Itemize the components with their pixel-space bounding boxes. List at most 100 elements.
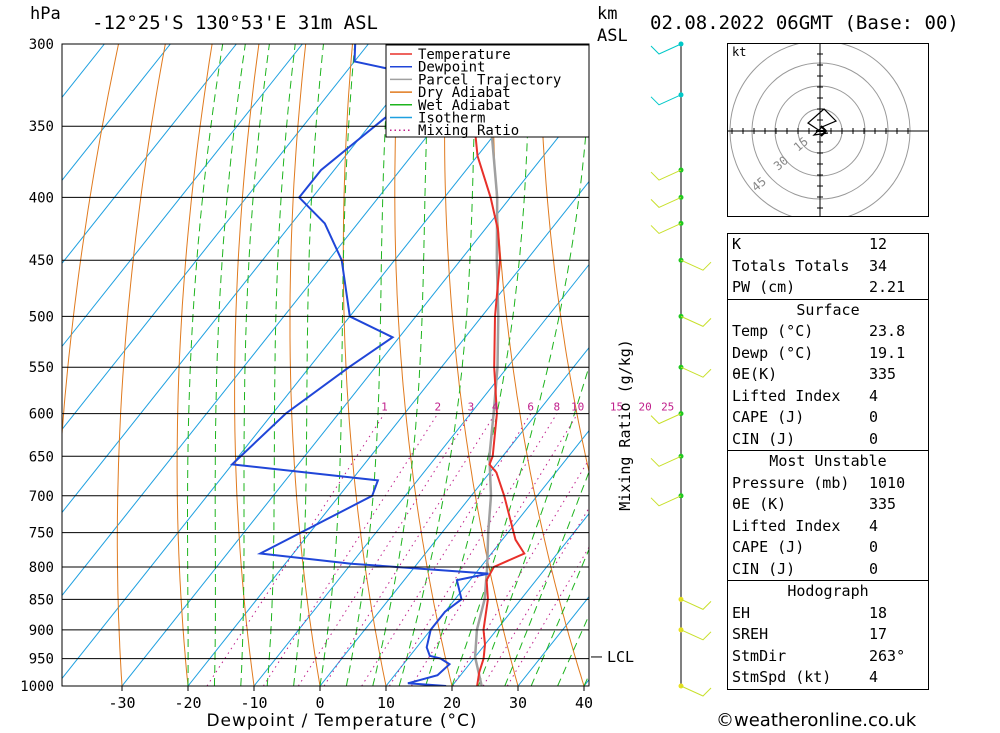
wind-barb — [650, 94, 682, 106]
table-row-label: K — [732, 235, 742, 253]
isotherm-line — [121, 97, 589, 686]
table-row: Dewp (°C) 19.1 — [728, 343, 928, 365]
dry-adiabat — [444, 44, 519, 686]
wet-adiabat — [530, 548, 589, 686]
table-row-value: 335 — [869, 365, 897, 383]
pressure-tick-label: 500 — [29, 309, 54, 325]
pressure-tick-label: 300 — [29, 37, 54, 53]
table-row: K 12 — [728, 234, 928, 256]
table-row-value: 263° — [869, 646, 906, 665]
table-row-label: Pressure (mb) — [732, 473, 850, 492]
dry-adiabat — [961, 44, 1000, 686]
km-unit: km — [597, 4, 618, 24]
wet-adiabat — [477, 364, 589, 686]
wind-barb — [650, 495, 682, 507]
table-row-value: 12 — [869, 235, 888, 253]
wind-barb — [650, 43, 682, 55]
datetime-title: 02.08.2022 06GMT (Base: 00) — [650, 12, 959, 34]
temperature-line — [473, 44, 526, 686]
table-section-title: Hodograph — [728, 580, 928, 603]
mixing-ratio-label: 1 — [381, 401, 388, 414]
dewpoint-line — [229, 44, 489, 686]
pressure-tick-label: 700 — [29, 489, 54, 505]
mixing-ratio-label: 25 — [661, 401, 674, 414]
pressure-tick-label: 1000 — [20, 679, 54, 695]
temp-tick-label: -10 — [240, 694, 267, 712]
mixing-ratio-label: 15 — [610, 401, 623, 414]
wind-barb — [650, 413, 682, 425]
pressure-tick-label: 850 — [29, 592, 54, 608]
table-row: Temp (°C) 23.8 — [728, 321, 928, 343]
pressure-tick-label: 650 — [29, 449, 54, 465]
mixing-ratio-label: 20 — [638, 401, 651, 414]
mixing-ratio-axis-label: Mixing Ratio (g/kg) — [616, 339, 634, 511]
temp-tick-label: 0 — [315, 694, 324, 712]
table-row-label: StmDir — [732, 646, 787, 665]
wind-barb — [680, 685, 712, 697]
hodograph-panel: 15 30 45 kt — [727, 40, 929, 222]
dry-adiabat — [62, 44, 119, 442]
wet-adiabat — [451, 86, 589, 686]
lcl-label: LCL — [607, 648, 634, 666]
pressure-tick-label: 750 — [29, 526, 54, 542]
table-row: CAPE (J) 0 — [728, 537, 928, 559]
mixing-ratio-label: 2 — [435, 401, 442, 414]
table-row: θE (K) 335 — [728, 494, 928, 516]
hodograph-ring-label: 30 — [771, 153, 791, 173]
isotherm-line — [451, 512, 589, 686]
dry-adiabat — [585, 44, 589, 102]
temp-tick-label: -30 — [108, 694, 135, 712]
temp-tick-label: 20 — [443, 694, 461, 712]
table-row: CIN (J) 0 — [728, 559, 928, 581]
temp-tick-label: -20 — [174, 694, 201, 712]
wind-barb — [680, 629, 712, 641]
isotherm-line — [319, 346, 589, 686]
table-row-label: CAPE (J) — [732, 538, 805, 556]
mixing-ratio-line — [297, 413, 472, 686]
wind-barb — [680, 315, 712, 327]
mixing-ratio-label: 3 — [468, 401, 475, 414]
table-row-value: 19.1 — [869, 343, 906, 362]
table-row: Totals Totals 34 — [728, 256, 928, 278]
dry-adiabat — [176, 44, 213, 686]
temp-tick-label: 10 — [377, 694, 395, 712]
isotherm-line — [62, 44, 501, 597]
wet-adiabat — [213, 44, 246, 686]
table-row-label: θE (K) — [732, 495, 787, 513]
table-section-title: Surface — [728, 298, 928, 322]
isotherm-line — [62, 44, 237, 265]
temp-tick-label: 30 — [509, 694, 527, 712]
mixing-ratio-label: 4 — [492, 401, 499, 414]
legend-entry: Mixing Ratio — [418, 123, 519, 139]
table-row-label: Dewp (°C) — [732, 343, 814, 362]
wet-adiabat — [372, 44, 431, 686]
isotherm-line — [385, 429, 589, 686]
table-row-value: 0 — [869, 538, 879, 556]
isotherm-line — [62, 44, 435, 514]
table-row-value: 0 — [869, 559, 879, 578]
hodograph-trace — [807, 108, 838, 136]
wind-barb — [680, 598, 712, 610]
table-row: CAPE (J) 0 — [728, 407, 928, 429]
wind-barb — [650, 169, 682, 181]
table-row-value: 18 — [869, 603, 888, 622]
table-row: Pressure (mb) 1010 — [728, 473, 928, 495]
legend-entry: Dry Adiabat — [418, 85, 511, 101]
table-row-value: 0 — [869, 429, 879, 448]
wind-barb — [680, 259, 712, 271]
table-row-value: 34 — [869, 256, 888, 275]
location-title: -12°25'S 130°53'E 31m ASL — [92, 12, 378, 34]
wet-adiabat — [345, 44, 391, 686]
hodograph-unit: kt — [732, 45, 747, 59]
isotherm-line — [62, 44, 171, 182]
wind-barb — [650, 222, 682, 235]
asl-unit: ASL — [597, 26, 628, 46]
table-row: Lifted Index 4 — [728, 516, 928, 538]
table-row-value: 4 — [869, 516, 879, 535]
legend-entry: Parcel Trajectory — [418, 72, 561, 88]
hodograph-ring-label: 15 — [791, 134, 811, 154]
table-row: EH 18 — [728, 603, 928, 625]
stability-table: K 12 Totals Totals 34 PW (cm) 2.21 Surface Temp… — [727, 233, 929, 690]
wet-adiabat — [293, 44, 324, 686]
